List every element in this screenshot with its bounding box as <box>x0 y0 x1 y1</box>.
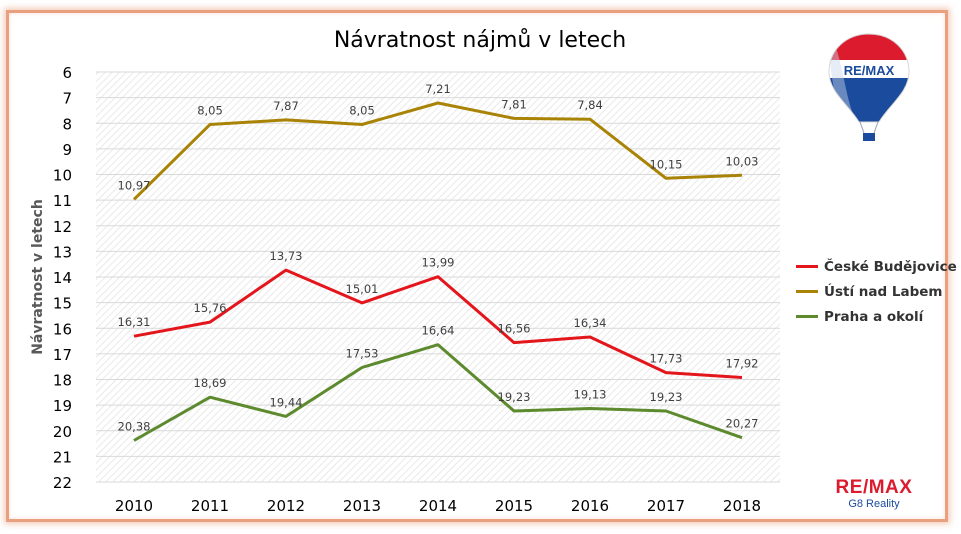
x-tick-label: 2016 <box>571 497 609 515</box>
y-tick-label: 10 <box>53 167 72 185</box>
y-axis-ticks: 6 7 8 9 10 11 12 13 14 15 16 17 18 19 20 21 22 <box>53 64 72 492</box>
x-tick-label: 2011 <box>191 497 229 515</box>
legend: České Budějovice Ústí nad Labem Praha a … <box>796 254 957 329</box>
data-label: 17,73 <box>650 352 683 366</box>
data-label: 10,15 <box>650 157 683 171</box>
x-tick-label: 2013 <box>343 497 381 515</box>
data-label: 19,23 <box>498 390 531 404</box>
data-label: 7,81 <box>501 97 527 111</box>
data-label: 18,69 <box>194 376 227 390</box>
legend-swatch <box>796 290 818 293</box>
data-label: 19,13 <box>574 387 607 401</box>
series-line-1 <box>132 101 743 201</box>
data-label: 20,27 <box>726 417 759 431</box>
series-group <box>132 101 743 442</box>
data-label: 16,34 <box>574 316 607 330</box>
svg-text:RE/MAX: RE/MAX <box>844 63 895 78</box>
brand-name: RE/MAX <box>835 477 913 498</box>
gridlines <box>96 71 780 483</box>
data-labels-group: 16,31 15,76 13,73 15,01 13,99 16,56 16,34 17,73… <box>118 82 759 433</box>
brand-subtitle: G8 Reality <box>848 498 900 510</box>
data-label: 17,53 <box>346 346 379 360</box>
data-label: 15,76 <box>194 301 227 315</box>
data-label: 7,87 <box>273 99 299 113</box>
y-tick-label: 8 <box>62 115 72 133</box>
legend-swatch <box>796 315 818 318</box>
legend-item-usti-nad-labem: Ústí nad Labem <box>796 279 957 304</box>
y-tick-label: 11 <box>53 192 72 210</box>
balloon-logo-icon: RE/MAX <box>828 33 910 141</box>
legend-label: České Budějovice <box>824 258 957 275</box>
data-label: 13,73 <box>270 249 303 263</box>
x-axis-ticks: 2010 2011 2012 2013 2014 2015 2016 2017 2018 <box>115 497 761 515</box>
x-tick-label: 2018 <box>723 497 761 515</box>
data-label: 10,97 <box>118 178 151 192</box>
y-tick-label: 6 <box>62 64 72 82</box>
y-tick-label: 18 <box>53 372 72 390</box>
y-tick-label: 7 <box>62 90 72 108</box>
y-tick-label: 19 <box>53 397 72 415</box>
chart-title: Návratnost nájmů v letech <box>333 28 627 53</box>
brand-logo: RE/MAX G8 Reality <box>829 478 919 510</box>
data-label: 7,21 <box>425 82 451 96</box>
data-label: 19,23 <box>650 390 683 404</box>
data-label: 8,05 <box>197 104 223 118</box>
data-label: 8,05 <box>349 104 375 118</box>
y-tick-label: 21 <box>53 448 72 466</box>
legend-item-praha-a-okoli: Praha a okolí <box>796 304 957 329</box>
y-tick-label: 16 <box>53 320 72 338</box>
legend-label: Praha a okolí <box>824 308 924 325</box>
series-line-2 <box>133 343 743 442</box>
y-tick-label: 12 <box>53 218 72 236</box>
x-tick-label: 2017 <box>647 497 685 515</box>
data-label: 16,31 <box>118 315 151 329</box>
data-label: 16,56 <box>498 322 531 336</box>
y-tick-label: 13 <box>53 243 72 261</box>
series-line-0 <box>133 268 743 379</box>
data-label: 7,84 <box>577 98 603 112</box>
legend-swatch <box>796 265 818 268</box>
x-tick-label: 2014 <box>419 497 457 515</box>
data-label: 17,92 <box>726 356 759 370</box>
y-tick-label: 9 <box>62 141 72 159</box>
data-label: 20,38 <box>118 419 151 433</box>
y-axis-label: Návratnost v letech <box>30 199 46 355</box>
y-tick-label: 17 <box>53 346 72 364</box>
x-tick-label: 2012 <box>267 497 305 515</box>
y-tick-label: 20 <box>53 423 72 441</box>
x-tick-label: 2015 <box>495 497 533 515</box>
data-label: 19,44 <box>270 395 303 409</box>
data-label: 16,64 <box>422 324 455 338</box>
y-tick-label: 22 <box>53 474 72 492</box>
y-tick-label: 14 <box>53 269 72 287</box>
data-label: 10,03 <box>726 154 759 168</box>
data-label: 13,99 <box>422 256 455 270</box>
y-tick-label: 15 <box>53 295 72 313</box>
x-tick-label: 2010 <box>115 497 153 515</box>
legend-label: Ústí nad Labem <box>824 283 943 300</box>
legend-item-ceske-budejovice: České Budějovice <box>796 254 957 279</box>
data-label: 15,01 <box>346 282 379 296</box>
